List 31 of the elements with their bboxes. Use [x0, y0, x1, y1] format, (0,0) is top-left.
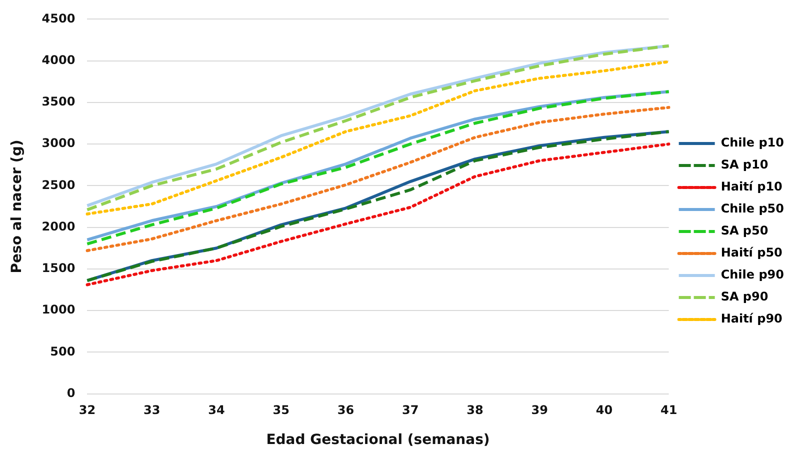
- y-axis-title: Peso al nacer (g): [9, 140, 26, 274]
- x-axis-title: Edad Gestacional (semanas): [266, 432, 490, 448]
- legend-label: Chile p50: [720, 202, 784, 216]
- y-tick-label: 0: [66, 386, 76, 400]
- y-tick-label: 1500: [42, 261, 76, 276]
- y-tick-label: 4000: [42, 52, 76, 67]
- legend-label: SA p50: [720, 224, 768, 238]
- legend-label: SA p90: [720, 290, 768, 304]
- y-tick-label: 4500: [42, 11, 76, 26]
- x-tick-label: 40: [596, 403, 613, 418]
- legend-label: Haití p10: [720, 180, 782, 194]
- y-tick-label: 2000: [42, 219, 76, 234]
- x-tick-label: 36: [337, 403, 354, 418]
- x-tick-label: 41: [660, 403, 678, 418]
- y-tick-label: 3500: [42, 94, 76, 109]
- y-tick-label: 2500: [42, 178, 76, 192]
- y-tick-label: 1000: [42, 302, 76, 317]
- legend-label: SA p10: [720, 158, 768, 172]
- x-tick-label: 37: [402, 403, 419, 418]
- legend-label: Chile p90: [720, 268, 784, 282]
- x-tick-label: 34: [208, 403, 225, 418]
- y-tick-label: 3000: [42, 136, 76, 150]
- y-tick-label: 500: [50, 344, 76, 358]
- legend-label: Haití p50: [720, 246, 782, 260]
- x-tick-label: 38: [466, 403, 484, 418]
- x-tick-label: 39: [531, 403, 548, 418]
- legend-label: Haití p90: [720, 312, 782, 326]
- x-tick-label: 35: [272, 403, 290, 418]
- x-tick-label: 32: [78, 403, 96, 418]
- legend-label: Chile p10: [720, 136, 784, 150]
- x-tick-label: 33: [143, 403, 160, 418]
